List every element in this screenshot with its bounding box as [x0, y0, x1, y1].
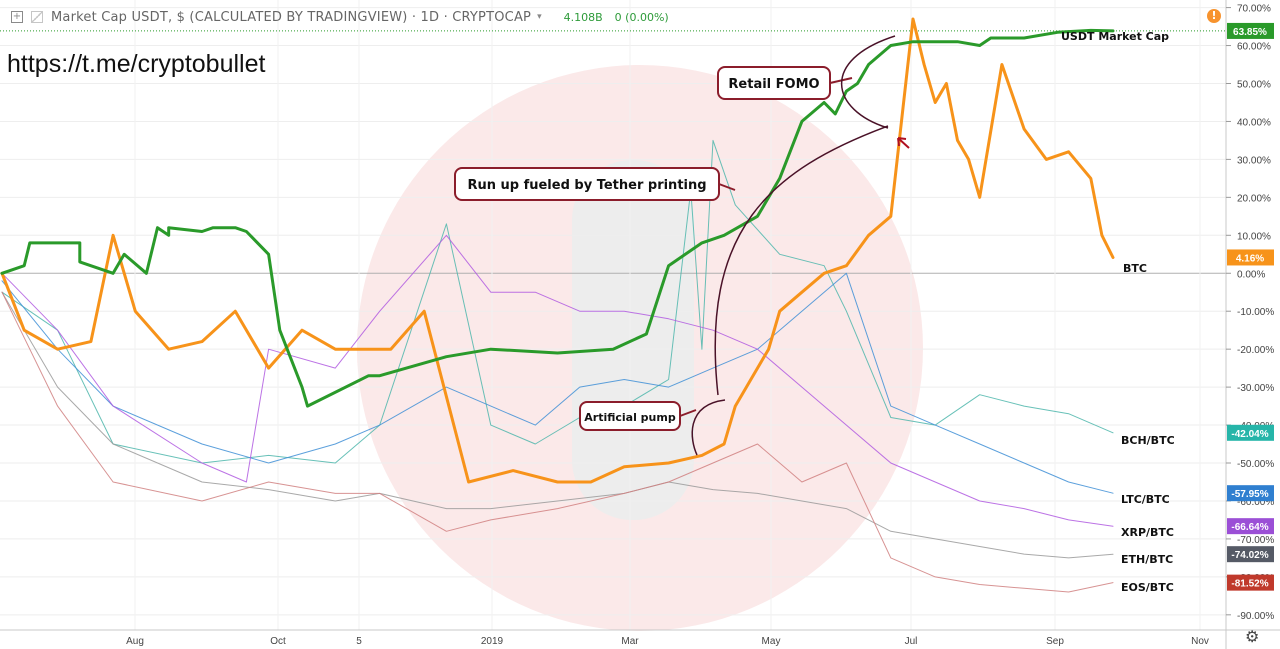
- settings-gear-icon[interactable]: ⚙: [1245, 629, 1260, 646]
- y-tick-label: 10.00%: [1237, 231, 1271, 242]
- value-tag-bch-btc: [1227, 424, 1274, 441]
- value-tag-ltc-btc: [1227, 485, 1274, 502]
- callout-text: Run up fueled by Tether printing: [467, 178, 706, 193]
- x-tick-label: Sep: [1046, 636, 1064, 647]
- x-tick-label: Nov: [1191, 636, 1209, 647]
- chart-header: + Market Cap USDT, $ (CALCULATED BY TRAD…: [0, 0, 1230, 34]
- y-tick-label: -30.00%: [1237, 383, 1274, 394]
- time-axis: Aug Oct 5 2019 Mar May Jul Sep Nov: [126, 636, 1209, 647]
- y-tick-label: 50.00%: [1237, 79, 1271, 90]
- value-tag-text-xrp-btc: -66.64%: [1231, 522, 1268, 533]
- value-tag-usdt-market-cap: [1227, 22, 1274, 39]
- y-tick-label: 0.00%: [1237, 269, 1265, 280]
- y-tick-label: 60.00%: [1237, 42, 1271, 53]
- series-line-xrp-btc[interactable]: [1, 234, 1114, 527]
- x-tick-label: Aug: [126, 636, 144, 647]
- series-line-btc[interactable]: [0, 17, 1115, 484]
- y-tick-label: -10.00%: [1237, 307, 1274, 318]
- y-tick-label: 40.00%: [1237, 117, 1271, 128]
- watermark-link: https://t.me/cryptobullet: [7, 50, 266, 78]
- value-tag-text-btc: 4.16%: [1236, 253, 1264, 264]
- y-tick-label: 70.00%: [1237, 4, 1271, 15]
- y-tick-label: 30.00%: [1237, 155, 1271, 166]
- x-tick-label: 2019: [481, 636, 504, 647]
- value-tag-text-ltc-btc: -57.95%: [1231, 489, 1268, 500]
- callout-text: Artificial pump: [584, 411, 676, 424]
- value-tag-text-usdt-market-cap: 63.85%: [1233, 27, 1267, 38]
- value-tag-text-eos-btc: -81.52%: [1231, 579, 1268, 590]
- y-tick-label: -50.00%: [1237, 459, 1274, 470]
- series-name-bch-btc: BCH/BTC: [1121, 434, 1175, 447]
- value-tag-eos-btc: [1227, 574, 1274, 591]
- series-line-usdt-market-cap[interactable]: [0, 28, 1115, 408]
- callout-text: Retail FOMO: [728, 77, 819, 92]
- series-name-usdt-market-cap: USDT Market Cap: [1061, 30, 1169, 43]
- series-name-eth-btc: ETH/BTC: [1121, 553, 1173, 566]
- callout-pointer: [829, 77, 853, 84]
- alert-icon[interactable]: !: [1207, 9, 1221, 23]
- last-value: 4.108B: [563, 10, 603, 24]
- pump-arc: [691, 399, 726, 456]
- arrow-icon: [897, 137, 910, 149]
- x-tick-label: May: [762, 636, 781, 647]
- value-tag-xrp-btc: [1227, 518, 1274, 535]
- y-tick-label: -20.00%: [1237, 345, 1274, 356]
- series-line-ltc-btc[interactable]: [1, 272, 1114, 494]
- x-tick-label: 5: [356, 636, 362, 647]
- series-name-eos-btc: EOS/BTC: [1121, 581, 1174, 594]
- x-tick-label: Jul: [905, 636, 918, 647]
- y-tick-label: -90.00%: [1237, 611, 1274, 622]
- y-tick-label: 20.00%: [1237, 193, 1271, 204]
- series-name-xrp-btc: XRP/BTC: [1121, 526, 1174, 539]
- fomo-bracket: [840, 35, 896, 129]
- grid: [0, 0, 1226, 630]
- value-tag-text-bch-btc: -42.04%: [1231, 429, 1268, 440]
- y-tick-label: -70.00%: [1237, 535, 1274, 546]
- series-name-ltc-btc: LTC/BTC: [1121, 493, 1170, 506]
- series-group: USDT Market Cap BTC BCH/BTC LTC/BTC XRP/BTC E…: [0, 17, 1175, 594]
- runup-arc: [714, 125, 889, 396]
- x-tick-label: Oct: [270, 636, 286, 647]
- series-line-eos-btc[interactable]: [1, 291, 1114, 593]
- value-tag-eth-btc: [1227, 546, 1274, 563]
- callout-pointer: [718, 183, 736, 191]
- watermark-logo: [357, 65, 923, 631]
- annotations: Retail FOMO Run up fueled by Tether print…: [454, 35, 910, 456]
- change-value: 0 (0.00%): [614, 10, 669, 24]
- value-tag-btc: [1227, 249, 1274, 266]
- collapse-icon[interactable]: [31, 11, 43, 23]
- series-name-btc: BTC: [1123, 262, 1147, 275]
- symbol-title[interactable]: Market Cap USDT, $ (CALCULATED BY TRADIN…: [51, 9, 532, 25]
- callout-pointer: [679, 409, 697, 417]
- series-line-bch-btc[interactable]: [1, 139, 1114, 464]
- x-tick-label: Mar: [621, 636, 639, 647]
- chevron-down-icon[interactable]: ▾: [537, 12, 542, 22]
- y-tick-label: -60.00%: [1237, 497, 1274, 508]
- value-tag-text-eth-btc: -74.02%: [1231, 550, 1268, 561]
- expand-icon[interactable]: +: [11, 11, 23, 23]
